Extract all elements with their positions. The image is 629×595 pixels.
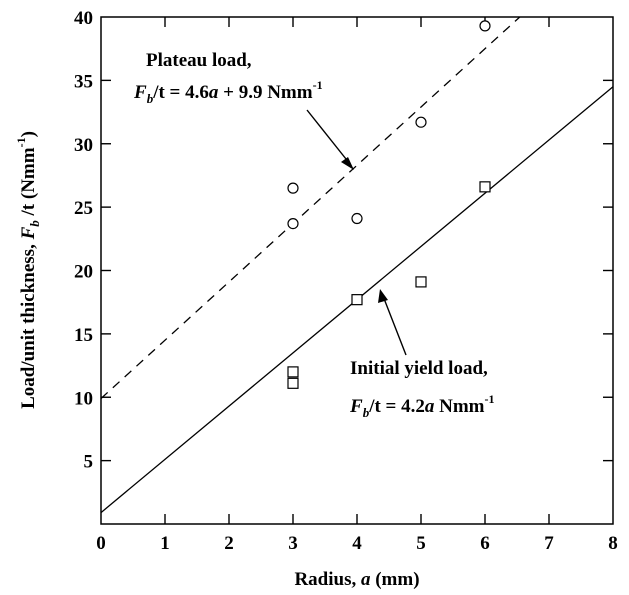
x-tick-label: 6 [480, 533, 490, 554]
x-tick-label: 7 [544, 533, 554, 554]
yield-point [287, 366, 299, 378]
plateau-label-title: Plateau load, [146, 50, 252, 71]
plateau-point [287, 182, 299, 194]
yield-point [479, 181, 491, 193]
x-tick-label: 0 [96, 533, 106, 554]
y-tick-label: 15 [74, 325, 93, 346]
yield-annotation: Initial yield load, Fb/t = 4.2a Nmm-1 [349, 289, 495, 420]
y-tick-label: 30 [74, 135, 93, 156]
x-axis-title: Radius, a (mm) [294, 569, 419, 590]
yield-point [351, 294, 363, 306]
plateau-annotation: Plateau load, Fb/t = 4.6a + 9.9 Nmm-1 [133, 50, 354, 170]
plateau-point [287, 218, 299, 230]
x-tick-label: 5 [416, 533, 426, 554]
plateau-label-equation: Fb/t = 4.6a + 9.9 Nmm-1 [133, 78, 323, 106]
y-tick-label: 40 [74, 8, 93, 29]
yield-label-title: Initial yield load, [350, 358, 488, 379]
axis-tick-labels: 0 1 2 3 4 5 6 7 8 5 10 15 20 25 30 35 40 [74, 8, 618, 554]
yield-point [287, 377, 299, 389]
y-tick-label: 5 [84, 452, 94, 473]
y-tick-label: 10 [74, 388, 93, 409]
plateau-arrow-line [306, 109, 351, 165]
x-tick-label: 1 [160, 533, 170, 554]
y-tick-label: 35 [74, 71, 93, 92]
x-tick-label: 4 [352, 533, 362, 554]
plateau-point [415, 116, 427, 128]
y-tick-label: 20 [74, 262, 93, 283]
x-tick-label: 3 [288, 533, 298, 554]
data-markers [287, 20, 491, 389]
yield-arrow-head [378, 289, 388, 303]
plateau-fit-line [100, 16, 521, 399]
plateau-point [351, 212, 363, 225]
yield-point [415, 276, 427, 288]
x-tick-label: 8 [608, 533, 618, 554]
yield-label-equation: Fb/t = 4.2a Nmm-1 [349, 392, 495, 420]
plateau-point [479, 20, 491, 32]
y-axis-title: Load/unit thickness, Fb /t (Nmm-1) [14, 131, 42, 409]
yield-arrow-line [382, 295, 407, 356]
x-tick-label: 2 [224, 533, 234, 554]
y-tick-label: 25 [74, 198, 93, 219]
plateau-arrow-head [341, 157, 354, 170]
